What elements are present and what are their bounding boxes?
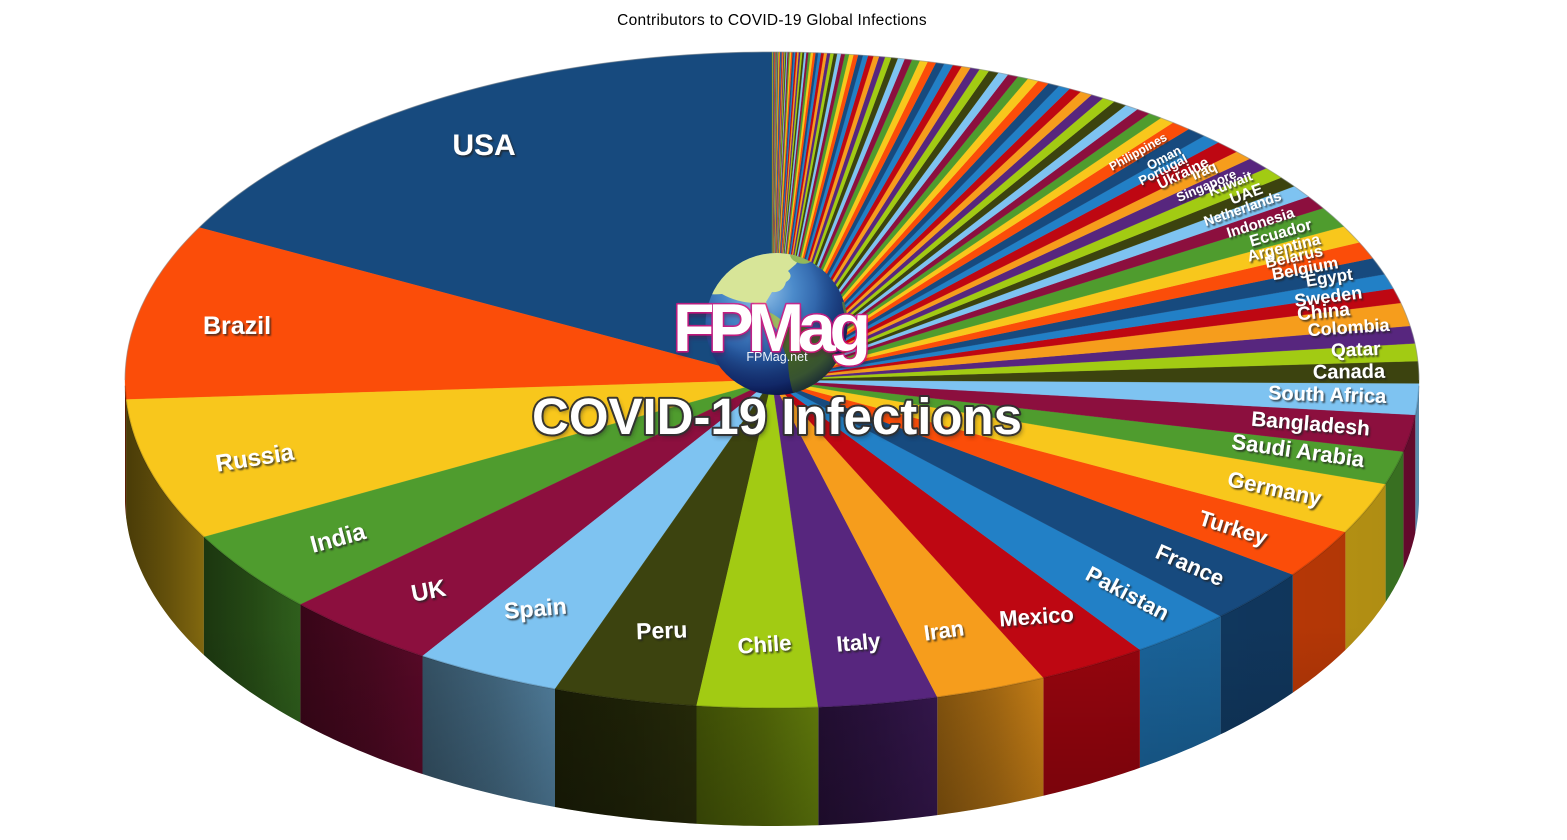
svg-text:COVID-19 Infections: COVID-19 Infections (532, 388, 1022, 445)
svg-text:China: China (1296, 299, 1351, 325)
svg-text:Spain: Spain (503, 593, 568, 624)
svg-text:Mexico: Mexico (998, 601, 1074, 631)
svg-text:USA: USA (452, 129, 515, 162)
svg-text:FPMag: FPMag (674, 294, 872, 370)
svg-text:Italy: Italy (835, 628, 882, 657)
svg-text:UK: UK (409, 575, 449, 608)
svg-text:Contributors to COVID-19 Globa: Contributors to COVID-19 Global Infectio… (617, 12, 927, 29)
svg-text:FPMag: FPMag (673, 290, 871, 366)
svg-text:Brazil: Brazil (203, 312, 271, 340)
svg-text:Qatar: Qatar (1331, 339, 1382, 362)
svg-text:FPMag.net: FPMag.net (746, 350, 808, 364)
svg-text:South Africa: South Africa (1268, 382, 1388, 408)
svg-text:Peru: Peru (636, 616, 688, 644)
svg-text:COVID-19 Infections: COVID-19 Infections (534, 391, 1024, 448)
svg-text:Iran: Iran (922, 615, 965, 645)
svg-text:Canada: Canada (1313, 361, 1386, 384)
svg-text:Chile: Chile (737, 630, 792, 659)
svg-text:FPMag: FPMag (673, 290, 871, 366)
svg-text:COVID-19 Infections: COVID-19 Infections (532, 388, 1022, 445)
